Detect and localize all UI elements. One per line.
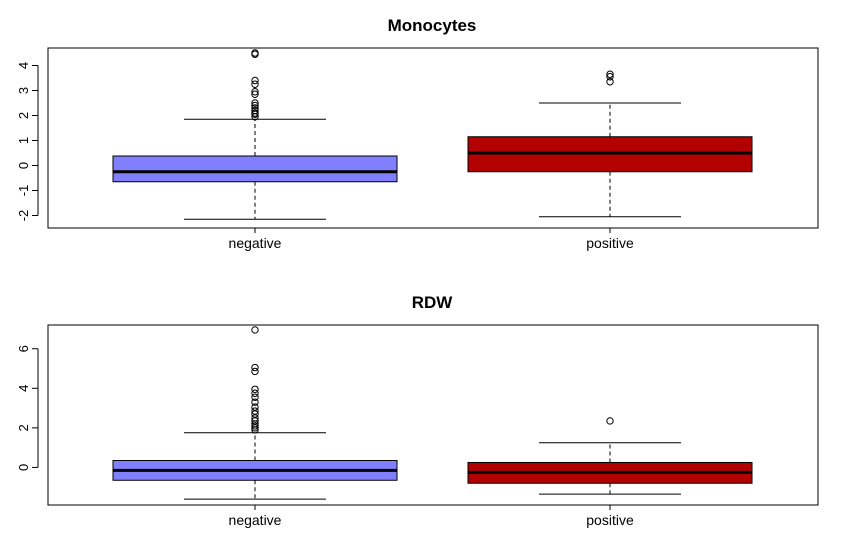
monocytes-panel: Monocytes -2 -1 0 1 2 3 4 negative positive bbox=[16, 16, 819, 251]
iqr-box bbox=[112, 155, 398, 183]
rdw-panel: RDW 0 2 4 6 negative positive bbox=[16, 293, 819, 528]
outlier-point bbox=[251, 80, 259, 88]
y-tick-label: -1 bbox=[16, 185, 31, 197]
rdw-title: RDW bbox=[412, 293, 454, 312]
box-positive bbox=[467, 70, 753, 218]
outlier-point bbox=[251, 414, 259, 422]
box-positive bbox=[467, 417, 753, 495]
x-category-label: positive bbox=[586, 235, 634, 251]
outlier-point bbox=[251, 326, 259, 334]
outlier-point bbox=[251, 407, 259, 415]
outlier-point bbox=[251, 410, 259, 418]
outlier-point bbox=[251, 389, 259, 397]
outlier-point bbox=[251, 422, 259, 430]
outlier-point bbox=[251, 106, 259, 115]
y-tick-label: 3 bbox=[16, 87, 31, 94]
outlier-point bbox=[251, 101, 259, 110]
outlier-point bbox=[251, 363, 259, 372]
monocytes-title: Monocytes bbox=[388, 16, 477, 35]
box-negative bbox=[112, 326, 398, 500]
outlier-point bbox=[251, 76, 259, 85]
plot-frame bbox=[47, 47, 819, 229]
box-negative bbox=[112, 49, 398, 220]
outlier-point bbox=[251, 99, 259, 107]
x-category-label: negative bbox=[229, 512, 282, 528]
y-tick-label: 0 bbox=[16, 162, 31, 169]
outlier-point bbox=[251, 393, 259, 401]
outlier-point bbox=[606, 73, 614, 81]
y-tick-label: 2 bbox=[16, 424, 31, 431]
outlier-point bbox=[606, 78, 614, 86]
x-category-label: negative bbox=[229, 235, 282, 251]
y-tick-label: -2 bbox=[16, 210, 31, 222]
outlier-point bbox=[606, 70, 614, 78]
outlier-point bbox=[251, 403, 259, 411]
outlier-point bbox=[251, 90, 259, 98]
outlier-point bbox=[251, 398, 259, 406]
y-tick-label: 2 bbox=[16, 112, 31, 119]
outlier-point bbox=[251, 367, 259, 376]
outlier-point bbox=[251, 88, 259, 96]
outlier-point bbox=[606, 417, 614, 425]
y-tick-label: 0 bbox=[16, 464, 31, 471]
outlier-point bbox=[251, 417, 259, 425]
y-tick-label: 4 bbox=[16, 62, 31, 69]
x-category-label: positive bbox=[586, 512, 634, 528]
y-tick-label: 6 bbox=[16, 345, 31, 352]
outlier-point bbox=[251, 49, 259, 57]
plot-frame bbox=[47, 324, 819, 506]
y-tick-label: 1 bbox=[16, 137, 31, 144]
y-tick-label: 4 bbox=[16, 385, 31, 392]
outlier-point bbox=[251, 385, 259, 393]
outlier-point bbox=[251, 109, 259, 117]
outlier-point bbox=[251, 104, 259, 112]
outlier-point bbox=[251, 424, 259, 432]
